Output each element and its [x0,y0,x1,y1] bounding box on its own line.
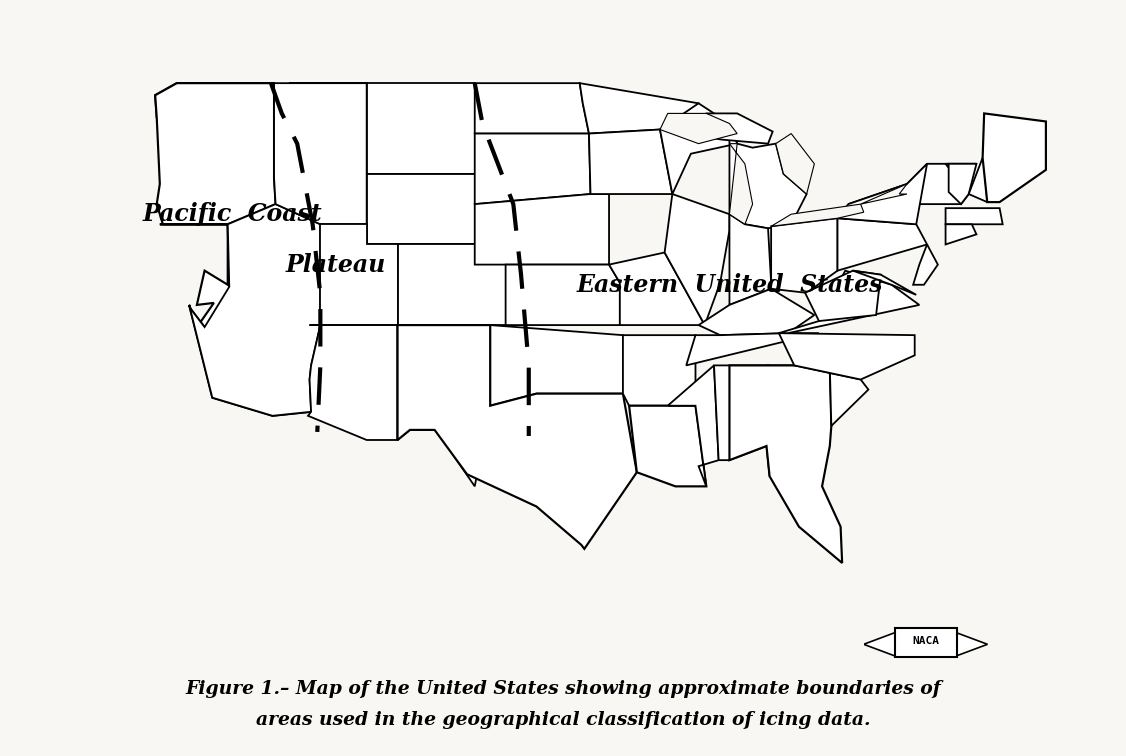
Polygon shape [968,158,988,202]
Polygon shape [475,83,589,134]
Polygon shape [686,333,819,365]
Polygon shape [983,113,1046,202]
Polygon shape [155,83,276,225]
Polygon shape [668,365,718,486]
Polygon shape [730,214,771,305]
Polygon shape [397,325,490,486]
Polygon shape [714,365,768,460]
Polygon shape [155,83,274,152]
Polygon shape [629,406,706,486]
Text: Plateau: Plateau [286,253,386,277]
Polygon shape [948,164,976,204]
Polygon shape [946,225,976,244]
Text: Figure 1.– Map of the United States showing approximate boundaries of: Figure 1.– Map of the United States show… [185,680,941,699]
Polygon shape [160,225,314,416]
Polygon shape [367,174,475,244]
Polygon shape [779,333,914,380]
Polygon shape [397,244,506,325]
Text: NACA: NACA [912,637,939,646]
Polygon shape [946,208,1002,225]
Polygon shape [779,271,919,333]
Polygon shape [506,265,619,325]
Polygon shape [589,129,672,194]
Polygon shape [475,194,609,265]
Polygon shape [309,325,397,440]
Polygon shape [664,194,730,325]
Polygon shape [321,225,397,325]
Polygon shape [860,184,906,204]
Polygon shape [397,325,637,549]
Polygon shape [848,164,976,204]
Polygon shape [864,632,897,657]
Polygon shape [730,365,842,563]
Polygon shape [685,113,772,144]
FancyBboxPatch shape [894,627,956,657]
Text: areas used in the geographical classification of icing data.: areas used in the geographical classific… [256,711,870,729]
Polygon shape [609,253,705,325]
Text: Pacific  Coast: Pacific Coast [143,202,322,226]
Polygon shape [490,325,623,406]
Polygon shape [913,244,938,285]
Polygon shape [660,113,738,144]
Polygon shape [776,134,814,194]
Polygon shape [189,204,321,416]
Polygon shape [838,164,927,225]
Polygon shape [580,83,706,134]
Polygon shape [838,218,927,271]
Polygon shape [767,365,831,476]
Polygon shape [274,83,367,225]
Polygon shape [794,365,868,426]
Text: Eastern  United  States: Eastern United States [577,273,883,297]
Polygon shape [475,134,590,204]
Polygon shape [730,144,752,225]
Polygon shape [771,218,838,293]
Polygon shape [289,83,475,174]
Polygon shape [660,104,738,194]
Polygon shape [730,123,806,228]
Polygon shape [852,271,917,295]
Polygon shape [954,632,988,657]
Polygon shape [698,289,814,335]
Polygon shape [805,271,881,321]
Polygon shape [623,335,696,406]
Polygon shape [771,204,864,226]
